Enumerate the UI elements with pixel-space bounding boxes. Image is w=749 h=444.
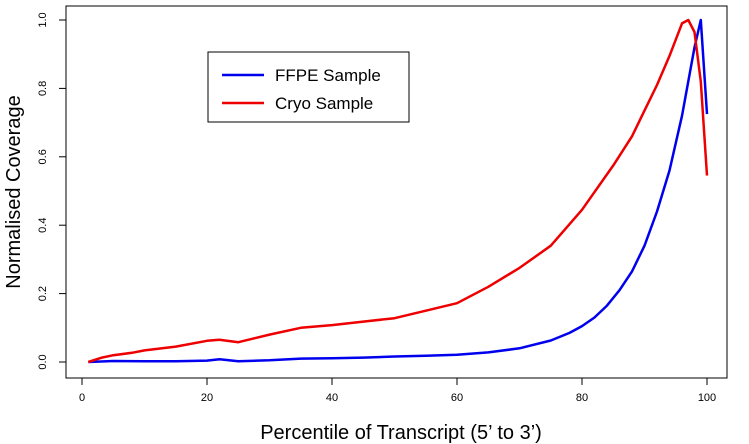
legend: FFPE Sample Cryo Sample [207,51,410,123]
y-tick-label: 0.6 [37,149,49,164]
x-tick-label: 20 [201,392,213,404]
series-line-cryo-sample [87,18,709,364]
y-tick-label: 0.0 [37,354,49,369]
series-line-ffpe-sample [88,18,709,364]
x-axis-title: Percentile of Transcript (5’ to 3’) [260,422,542,444]
y-tick-label: 1.0 [37,12,49,27]
y-axis: 0.0 0.2 0.4 0.6 0.8 1.0 [37,12,67,370]
x-axis: 0 20 40 60 80 100 [79,377,716,404]
x-tick-label: 0 [79,392,85,404]
legend-box [207,51,410,123]
x-tick-label: 80 [576,392,588,404]
y-tick-label: 0.2 [37,286,49,301]
series-layer [87,18,709,364]
y-tick-label: 0.8 [37,81,49,96]
x-tick-label: 40 [326,392,338,404]
x-tick-label: 100 [698,392,716,404]
legend-label-ffpe-sample: FFPE Sample [275,66,381,85]
legend-label-cryo-sample: Cryo Sample [275,94,373,113]
x-tick-label: 60 [451,392,463,404]
y-tick-label: 0.4 [37,218,49,233]
y-axis-title: Normalised Coverage [3,95,25,288]
